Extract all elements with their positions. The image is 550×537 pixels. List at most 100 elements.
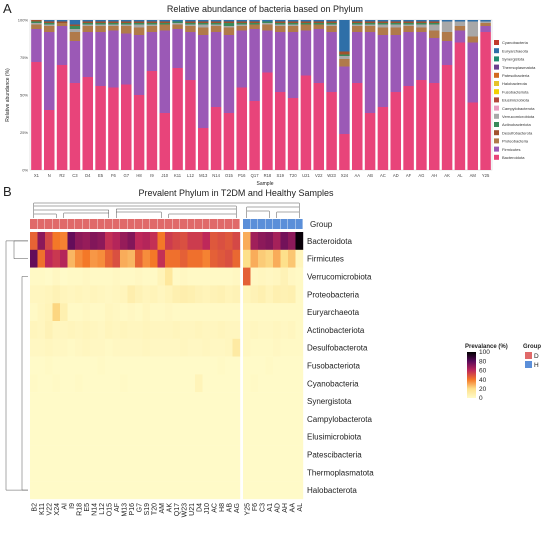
heatmap-cell — [195, 481, 203, 500]
heatmap-cell — [202, 303, 211, 322]
heatmap-cell — [112, 285, 121, 304]
heatmap-cell — [288, 481, 296, 500]
legend-label: Campylobacterota — [502, 106, 535, 111]
heatmap-cell — [165, 481, 173, 500]
bar-segment — [287, 23, 299, 25]
heatmap-cell — [187, 427, 196, 446]
heatmap-cell — [60, 392, 68, 411]
bar-segment — [300, 24, 312, 31]
heatmap-cell — [243, 321, 251, 339]
bar-segment — [339, 59, 350, 67]
heatmap-cell — [45, 374, 53, 393]
heatmap-column-label: AD — [274, 503, 281, 513]
bar-segment — [326, 92, 337, 170]
heatmap-cell — [187, 374, 196, 393]
heatmap-cell — [82, 285, 91, 304]
bar-segment — [82, 23, 94, 25]
heatmap-cell — [112, 356, 121, 375]
heatmap-column-label: R18 — [76, 503, 83, 516]
x-tick-label: AD — [393, 173, 399, 178]
colorbar-tick-label: 20 — [479, 386, 487, 393]
heatmap-cell — [187, 232, 196, 250]
group-cell — [45, 219, 53, 229]
heatmap-column-label: AL — [297, 503, 304, 512]
bar-segment — [210, 24, 222, 26]
x-tick-label: AC — [380, 173, 386, 178]
bar-segment — [416, 23, 427, 25]
bar-segment — [416, 27, 427, 32]
heatmap-cell — [142, 232, 151, 250]
group-cell — [37, 219, 45, 229]
heatmap-cell — [258, 463, 266, 482]
heatmap-cell — [225, 338, 233, 357]
heatmap-cell — [225, 232, 233, 250]
bar-segment — [120, 23, 132, 25]
heatmap-cell — [280, 356, 289, 375]
heatmap-cell — [202, 481, 211, 500]
heatmap-cell — [97, 427, 106, 446]
colorbar-tick-label: 60 — [479, 368, 487, 375]
heatmap-cell — [295, 303, 304, 322]
x-tick-label: J10 — [161, 173, 168, 178]
heatmap-cell — [142, 303, 151, 322]
heatmap-cell — [127, 249, 136, 268]
bar-segment — [287, 24, 299, 26]
heatmap-cell — [60, 285, 68, 304]
heatmap-cell — [165, 427, 173, 446]
group-cell — [60, 219, 68, 229]
legend-label: Halobacterota — [502, 81, 528, 86]
heatmap-cell — [265, 267, 274, 286]
heatmap-cell — [97, 285, 106, 304]
bar-segment — [351, 32, 363, 83]
heatmap-cell — [195, 303, 203, 322]
heatmap-column-label: Y25 — [244, 503, 251, 516]
heatmap-cell — [165, 321, 173, 339]
heatmap-cell — [273, 410, 281, 428]
heatmap-column-label: L12 — [99, 503, 106, 515]
heatmap-cell — [45, 267, 53, 286]
heatmap-cell — [150, 374, 158, 393]
heatmap-cell — [258, 232, 266, 250]
bar-segment — [43, 24, 55, 26]
heatmap-cell — [75, 392, 83, 411]
heatmap-cell — [45, 232, 53, 250]
panel-b-label: B — [3, 184, 12, 199]
heatmap-cell — [135, 338, 143, 357]
heatmap-row-label: Elusimicrobiota — [307, 433, 362, 442]
bar-segment — [210, 32, 222, 107]
bar-segment — [120, 24, 132, 26]
heatmap-column-label: K11 — [39, 503, 46, 515]
heatmap-cell — [250, 410, 259, 428]
heatmap-cell — [97, 374, 106, 393]
heatmap-cell — [210, 392, 218, 411]
bar-segment — [197, 23, 209, 25]
bar-segment — [416, 20, 427, 22]
bar-segment — [416, 80, 427, 170]
heatmap-cell — [105, 303, 113, 322]
heatmap-cell — [165, 392, 173, 411]
heatmap-cell — [90, 427, 98, 446]
heatmap-cell — [75, 374, 83, 393]
heatmap-cell — [37, 303, 46, 322]
heatmap-cell — [202, 374, 211, 393]
bar-segment — [133, 35, 145, 95]
bar-segment — [262, 21, 273, 23]
bar-segment — [223, 21, 235, 23]
bar-segment — [441, 65, 453, 170]
heatmap-row-label: Bacteroidota — [307, 237, 352, 246]
heatmap-cell — [150, 267, 158, 286]
heatmap-cell — [195, 445, 203, 464]
bar-segment — [454, 20, 466, 22]
heatmap-cell — [165, 303, 173, 322]
heatmap-cell — [172, 445, 181, 464]
heatmap-cell — [187, 463, 196, 482]
heatmap-cell — [295, 249, 304, 268]
heatmap-cell — [120, 321, 128, 339]
legend-swatch — [494, 48, 499, 54]
bar-segment — [159, 113, 171, 170]
bar-segment — [210, 20, 222, 22]
heatmap-cell — [180, 267, 188, 286]
bar-segment — [351, 21, 363, 23]
group-cell — [127, 219, 135, 229]
heatmap-cell — [295, 356, 304, 375]
